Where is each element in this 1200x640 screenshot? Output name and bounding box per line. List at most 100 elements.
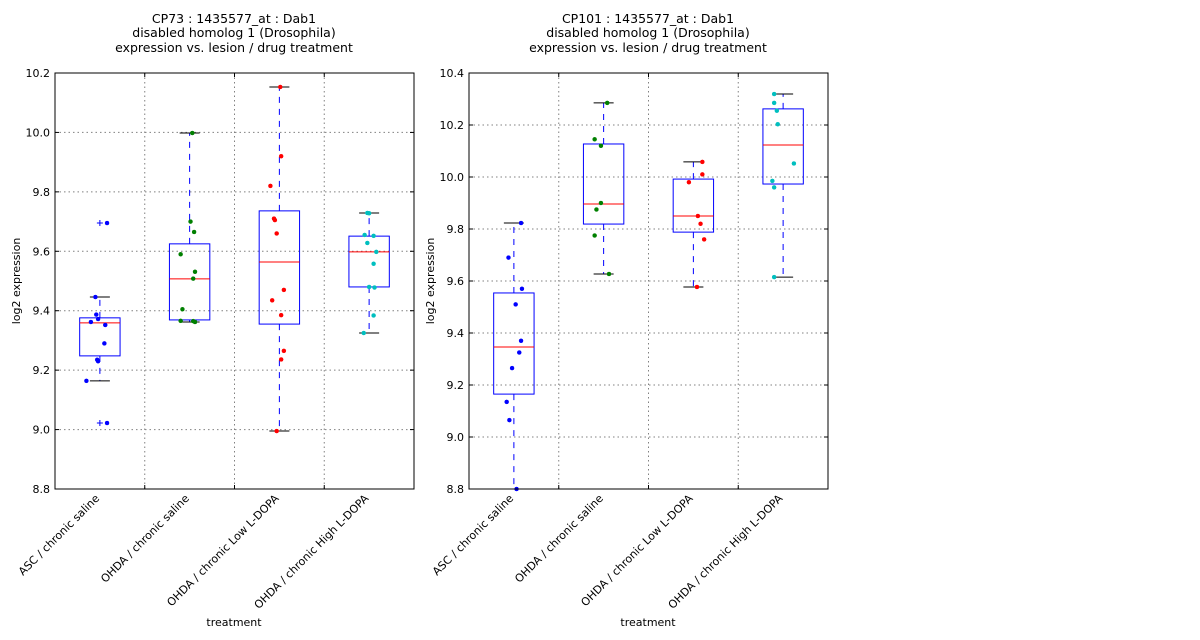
chart-title-line-3: expression vs. lesion / drug treatment — [529, 40, 767, 55]
data-point — [95, 358, 101, 364]
data-point — [686, 179, 692, 185]
plot-frame — [468, 72, 829, 490]
chart-title-line-1: CP73 : 1435577_at : Dab1 — [152, 11, 316, 26]
y-axis-label: log2 expression — [10, 238, 23, 325]
x-tick-label: OHDA / chronic saline — [98, 492, 192, 586]
y-tick-label: 9.4 — [447, 327, 465, 340]
data-point — [775, 121, 780, 127]
data-point — [372, 285, 377, 290]
data-point — [103, 322, 108, 328]
data-point — [371, 233, 376, 239]
data-point — [180, 306, 185, 312]
chart-panel-cp101: CP101 : 1435577_at : Dab1 disabled homol… — [424, 11, 829, 629]
data-point — [274, 231, 279, 236]
x-tick-label: ASC / chronic saline — [16, 492, 102, 578]
chart-title-line-2: disabled homolog 1 (Drosophila) — [132, 25, 335, 40]
y-tick-label: 8.8 — [33, 483, 51, 496]
data-point — [188, 219, 193, 224]
data-point — [371, 313, 376, 318]
data-point — [93, 294, 98, 300]
data-point — [519, 286, 525, 292]
data-point — [94, 312, 99, 317]
chart-title-line-2: disabled homolog 1 (Drosophila) — [546, 25, 749, 40]
data-point — [361, 330, 366, 336]
data-point — [606, 271, 612, 277]
data-point — [190, 276, 196, 281]
box — [582, 143, 625, 225]
data-point — [104, 220, 110, 226]
y-tick-label: 10.2 — [440, 119, 465, 132]
data-point — [592, 137, 597, 142]
box — [168, 243, 211, 321]
data-point — [771, 274, 777, 280]
y-tick-label: 9.0 — [33, 424, 51, 437]
data-point — [272, 217, 278, 223]
data-point — [506, 255, 511, 260]
y-tick-label: 9.4 — [33, 305, 51, 318]
data-point — [84, 378, 89, 384]
data-point — [504, 399, 509, 405]
flier-marker — [96, 220, 103, 227]
data-point — [594, 207, 599, 212]
y-tick-label: 9.8 — [447, 223, 465, 236]
x-tick-label: ASC / chronic saline — [430, 492, 516, 578]
data-point — [701, 237, 707, 242]
data-point — [95, 316, 101, 322]
data-point — [771, 100, 777, 106]
y-tick-label: 10.4 — [440, 67, 465, 80]
x-tick-label: OHDA / chronic saline — [512, 492, 606, 586]
data-point — [190, 130, 195, 136]
data-point — [700, 172, 705, 177]
data-point — [695, 213, 701, 219]
data-point — [374, 249, 379, 255]
data-point — [178, 318, 183, 324]
plot-frame — [54, 72, 415, 490]
data-point — [791, 161, 797, 166]
data-point — [274, 428, 279, 434]
data-point — [518, 220, 524, 226]
data-point — [278, 153, 284, 159]
data-point — [192, 269, 198, 275]
y-tick-label: 9.8 — [33, 186, 51, 199]
data-point — [362, 232, 367, 238]
y-tick-label: 8.8 — [447, 483, 465, 496]
data-point — [269, 298, 275, 303]
box — [493, 292, 535, 395]
data-point — [365, 240, 370, 246]
chart-title-line-3: expression vs. lesion / drug treatment — [115, 40, 353, 55]
data-point — [190, 318, 196, 324]
data-point — [371, 261, 376, 267]
data-point — [88, 319, 94, 325]
data-point — [278, 84, 283, 90]
data-point — [770, 178, 775, 184]
data-point — [774, 108, 780, 113]
y-tick-label: 10.0 — [440, 171, 465, 184]
data-point — [268, 183, 273, 189]
data-point — [509, 365, 515, 371]
y-tick-label: 9.6 — [447, 275, 465, 288]
data-point — [104, 420, 110, 426]
y-tick-label: 10.2 — [26, 67, 51, 80]
data-point — [518, 338, 524, 344]
data-point — [598, 200, 604, 206]
chart-panel-cp73: CP73 : 1435577_at : Dab1 disabled homolo… — [10, 11, 415, 629]
data-point — [281, 287, 287, 293]
y-tick-label: 9.6 — [33, 245, 51, 258]
y-axis-label: log2 expression — [424, 238, 437, 325]
data-point — [700, 159, 705, 165]
data-point — [604, 100, 610, 106]
data-point — [517, 350, 522, 355]
chart-title-line-1: CP101 : 1435577_at : Dab1 — [562, 11, 734, 26]
data-point — [278, 312, 284, 318]
data-point — [698, 221, 703, 227]
x-axis-label: treatment — [620, 616, 676, 629]
data-point — [102, 341, 107, 346]
box — [762, 108, 804, 185]
data-point — [191, 229, 197, 235]
y-tick-label: 9.0 — [447, 431, 465, 444]
flier-marker — [96, 420, 103, 427]
box — [258, 210, 301, 325]
box — [79, 317, 121, 357]
y-tick-label: 10.0 — [26, 126, 51, 139]
